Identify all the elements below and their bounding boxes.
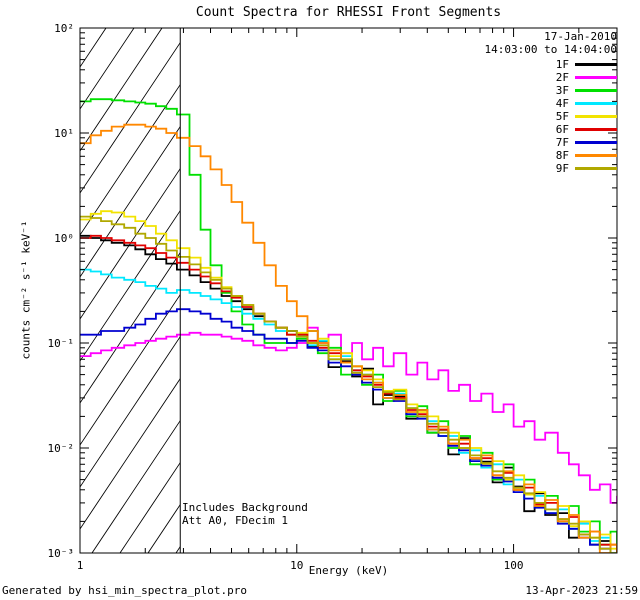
legend-item-8f: 8F [555,148,617,162]
svg-text:10: 10 [290,559,303,572]
legend-swatch-2f [575,75,617,79]
legend-swatch-6f [575,127,617,131]
legend: 1F 2F 3F 4F 5F 6F 7F 8F 9F [555,57,617,175]
svg-text:10⁻²: 10⁻² [48,442,75,455]
legend-swatch-9f [575,166,617,170]
legend-label-9f: 9F [555,161,569,175]
legend-item-7f: 7F [555,135,617,149]
legend-swatch-4f [575,101,617,105]
legend-item-4f: 4F [555,96,617,110]
legend-swatch-3f [575,88,617,92]
legend-label-2f: 2F [555,70,569,84]
legend-item-9f: 9F [555,161,617,175]
svg-text:10⁻¹: 10⁻¹ [48,337,75,350]
legend-label-6f: 6F [555,122,569,136]
legend-item-3f: 3F [555,83,617,97]
x-axis-label: Energy (keV) [308,564,389,577]
legend-item-1f: 1F [555,57,617,71]
legend-swatch-1f [575,62,617,66]
legend-label-3f: 3F [555,83,569,97]
svg-text:10¹: 10¹ [54,127,74,140]
svg-text:1: 1 [77,559,84,572]
generation-timestamp: 13-Apr-2023 21:59 [525,584,638,597]
chart-title: Count Spectra for RHESSI Front Segments [195,5,502,20]
svg-text:10²: 10² [54,22,74,35]
generator-credit: Generated by hsi_min_spectra_plot.pro [2,584,248,597]
legend-item-5f: 5F [555,109,617,123]
legend-label-1f: 1F [555,57,569,71]
legend-item-2f: 2F [555,70,617,84]
svg-text:10⁻³: 10⁻³ [48,547,75,560]
legend-label-5f: 5F [555,109,569,123]
svg-text:10⁰: 10⁰ [54,232,74,245]
svg-text:100: 100 [504,559,524,572]
legend-label-7f: 7F [555,135,569,149]
observation-time-range: 14:03:00 to 14:04:00 [484,43,617,56]
y-axis-label: counts cm⁻² s⁻¹ keV⁻¹ [19,220,33,360]
note-attenuator-state: Att A0, FDecim 1 [182,514,288,527]
note-includes-background: Includes Background [182,501,308,514]
legend-swatch-8f [575,153,617,157]
legend-swatch-7f [575,140,617,144]
legend-item-6f: 6F [555,122,617,136]
legend-label-4f: 4F [555,96,569,110]
legend-swatch-5f [575,114,617,118]
legend-label-8f: 8F [555,148,569,162]
observation-date: 17-Jan-2010 [544,30,617,43]
